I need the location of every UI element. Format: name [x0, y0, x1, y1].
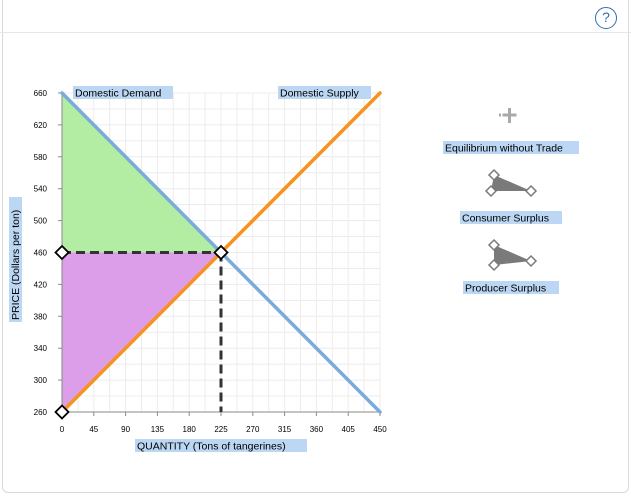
x-tick-label: 405: [342, 425, 356, 434]
dashed-guides: [62, 251, 223, 412]
palette-consumer-highlight: [460, 211, 562, 224]
y-tick-label: 420: [34, 280, 48, 289]
y-tick-label: 620: [34, 121, 48, 130]
y-tick-label: 340: [34, 344, 48, 353]
y-tick-label: 500: [34, 217, 48, 226]
y-tick-label: 380: [34, 312, 48, 321]
tick-labels: 0 45 90 135 180 225 270 315 360 405 450 260 300 340 38…: [34, 89, 388, 434]
triangle-tool-icon: [484, 168, 538, 198]
point-markers: [54, 244, 229, 420]
palette-equilibrium-label: Equilibrium without Trade: [445, 143, 563, 155]
x-tick-label: 225: [214, 425, 228, 434]
x-tick-label: 315: [278, 425, 292, 434]
demand-label-group: Domestic Demand: [73, 86, 173, 100]
supply-label-highlight: [278, 86, 371, 99]
y-tick-label: 660: [34, 89, 48, 98]
y-tick-label: 260: [34, 408, 48, 417]
top-divider: [0, 32, 631, 33]
y-tick-label: 580: [34, 153, 48, 162]
x-tick-label: 45: [89, 425, 98, 434]
palette-producer-surplus[interactable]: Producer Surplus: [463, 238, 559, 295]
palette-equilibrium[interactable]: Equilibrium without Trade: [443, 108, 579, 155]
y-axis-title-highlight: [9, 197, 22, 322]
help-button[interactable]: ?: [595, 7, 617, 29]
y-axis-title-group: PRICE (Dollars per ton): [9, 197, 22, 322]
triangle-tool-icon: [487, 238, 538, 272]
palette-consumer-surplus[interactable]: Consumer Surplus: [460, 168, 562, 225]
x-tick-label: 270: [246, 425, 260, 434]
x-tick-label: 90: [121, 425, 130, 434]
y-tick-label: 460: [34, 249, 48, 258]
x-tick-label: 450: [373, 425, 387, 434]
palette-consumer-label: Consumer Surplus: [462, 213, 549, 225]
diamond-marker-p-price-axis[interactable]: [54, 244, 70, 261]
supply-label-group: Domestic Supply: [278, 86, 371, 100]
x-tick-label: 360: [310, 425, 324, 434]
y-axis-title: PRICE (Dollars per ton): [10, 210, 22, 320]
x-axis-title-group: QUANTITY (Tons of tangerines): [135, 439, 307, 453]
y-tick-label: 540: [34, 185, 48, 194]
palette-producer-highlight: [463, 281, 559, 294]
x-tick-label: 180: [183, 425, 197, 434]
demand-label[interactable]: Domestic Demand: [75, 88, 162, 100]
x-tick-label: 0: [60, 425, 65, 434]
x-tick-label: 135: [151, 425, 165, 434]
diamond-marker-p-origin[interactable]: [54, 404, 70, 420]
supply-label[interactable]: Domestic Supply: [280, 88, 360, 100]
palette-producer-label: Producer Surplus: [465, 283, 546, 295]
palette-equilibrium-highlight: [443, 141, 579, 154]
x-axis-title-highlight: [135, 439, 307, 452]
plus-point-icon: [499, 108, 517, 123]
demand-label-highlight: [73, 86, 173, 99]
x-axis-title: QUANTITY (Tons of tangerines): [137, 441, 286, 453]
y-tick-label: 300: [34, 376, 48, 385]
diamond-marker-p-eq[interactable]: [213, 244, 229, 261]
